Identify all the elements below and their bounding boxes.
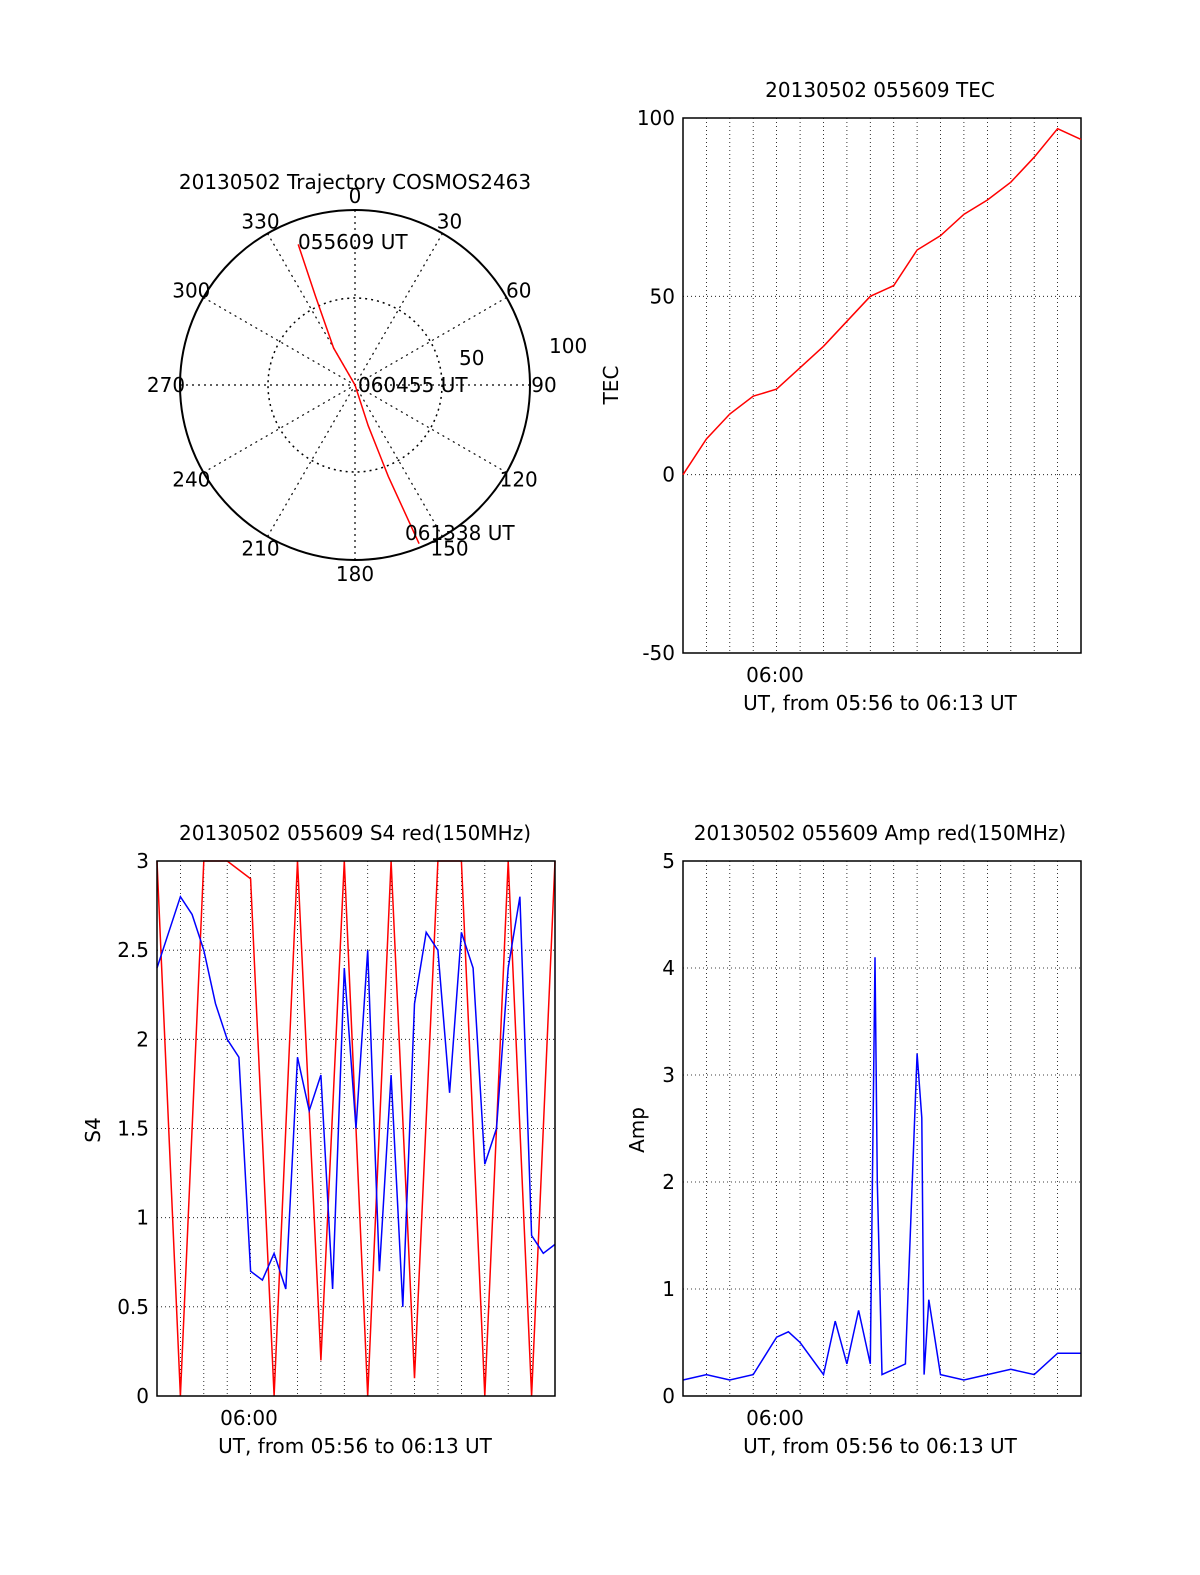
amp-xtick-label: 06:00 <box>746 1406 804 1430</box>
amp-ytick-label: 2 <box>662 1170 675 1194</box>
amp-y-ticks: 0 1 2 3 4 5 <box>662 849 675 1408</box>
polar-azimuth-label: 210 <box>241 537 279 561</box>
amp-chart: 20130502 055609 Amp red(150MHz) 0 1 2 3 4 5 A… <box>625 821 1082 1458</box>
polar-annotation-mid: 060455 UT <box>358 373 468 397</box>
polar-azimuth-label: 90 <box>531 373 556 397</box>
polar-chart: 20130502 Trajectory COSMOS2463 0 30 60 90 12… <box>147 170 587 586</box>
polar-azimuth-label: 150 <box>430 537 468 561</box>
amp-grid <box>683 861 1081 1396</box>
s4-blue-series-line <box>156 894 556 1307</box>
s4-title: 20130502 055609 S4 red(150MHz) <box>179 821 531 845</box>
s4-ytick-label: 1.5 <box>117 1117 149 1141</box>
s4-ytick-label: 3 <box>136 849 149 873</box>
s4-chart: 20130502 055609 S4 red(150MHz) 0 0.5 1 1.5 2… <box>81 821 556 1458</box>
polar-trajectory-line <box>297 244 420 545</box>
s4-xtick-label: 06:00 <box>220 1406 278 1430</box>
s4-ytick-label: 0 <box>136 1384 149 1408</box>
polar-annotation-start: 055609 UT <box>298 230 408 254</box>
tec-plot-frame <box>682 117 1082 654</box>
polar-azimuth-label: 240 <box>172 468 210 492</box>
tec-title: 20130502 055609 TEC <box>765 78 995 102</box>
amp-ytick-label: 0 <box>662 1384 675 1408</box>
polar-azimuth-label: 270 <box>147 373 185 397</box>
tec-xtick-label: 06:00 <box>746 663 804 687</box>
polar-azimuth-labels: 0 30 60 90 120 150 180 210 240 270 300 330 <box>147 184 557 586</box>
tec-series-line <box>682 127 1082 476</box>
amp-ytick-label: 4 <box>662 956 675 980</box>
s4-ylabel: S4 <box>81 1117 105 1142</box>
amp-plot-frame <box>682 860 1082 1397</box>
amp-title: 20130502 055609 Amp red(150MHz) <box>694 821 1066 845</box>
amp-ytick-label: 1 <box>662 1277 675 1301</box>
s4-ytick-label: 2 <box>136 1027 149 1051</box>
tec-ytick-label: -50 <box>642 641 675 665</box>
s4-plot-frame <box>156 860 556 1397</box>
amp-xlabel: UT, from 05:56 to 06:13 UT <box>743 1434 1018 1458</box>
tec-ytick-label: 50 <box>650 284 675 308</box>
tec-grid <box>683 118 1081 653</box>
tec-ytick-label: 100 <box>637 106 675 130</box>
s4-ytick-label: 2.5 <box>117 938 149 962</box>
amp-blue-series-line <box>682 957 1081 1381</box>
amp-ytick-label: 5 <box>662 849 675 873</box>
polar-title: 20130502 Trajectory COSMOS2463 <box>179 170 531 194</box>
polar-azimuth-label: 180 <box>336 562 374 586</box>
tec-xlabel: UT, from 05:56 to 06:13 UT <box>743 691 1018 715</box>
polar-radius-label-100: 100 <box>549 334 587 358</box>
s4-y-ticks: 0 0.5 1 1.5 2 2.5 3 <box>117 849 149 1408</box>
tec-y-ticks: -50 0 50 100 <box>637 106 675 665</box>
polar-azimuth-label: 60 <box>506 279 531 303</box>
polar-radius-label-50: 50 <box>459 346 484 370</box>
polar-azimuth-label: 120 <box>500 468 538 492</box>
polar-azimuth-label: 330 <box>241 209 279 233</box>
s4-xlabel: UT, from 05:56 to 06:13 UT <box>218 1434 493 1458</box>
polar-azimuth-label: 0 <box>349 184 362 208</box>
polar-inner-circle <box>267 297 443 473</box>
amp-ylabel: Amp <box>625 1107 649 1153</box>
s4-ytick-label: 1 <box>136 1206 149 1230</box>
polar-azimuth-label: 30 <box>437 209 462 233</box>
s4-ytick-label: 0.5 <box>117 1295 149 1319</box>
tec-ytick-label: 0 <box>662 463 675 487</box>
polar-azimuth-label: 300 <box>172 279 210 303</box>
tec-ylabel: TEC <box>599 366 623 406</box>
amp-ytick-label: 3 <box>662 1063 675 1087</box>
polar-annotation-end: 061338 UT <box>405 521 515 545</box>
